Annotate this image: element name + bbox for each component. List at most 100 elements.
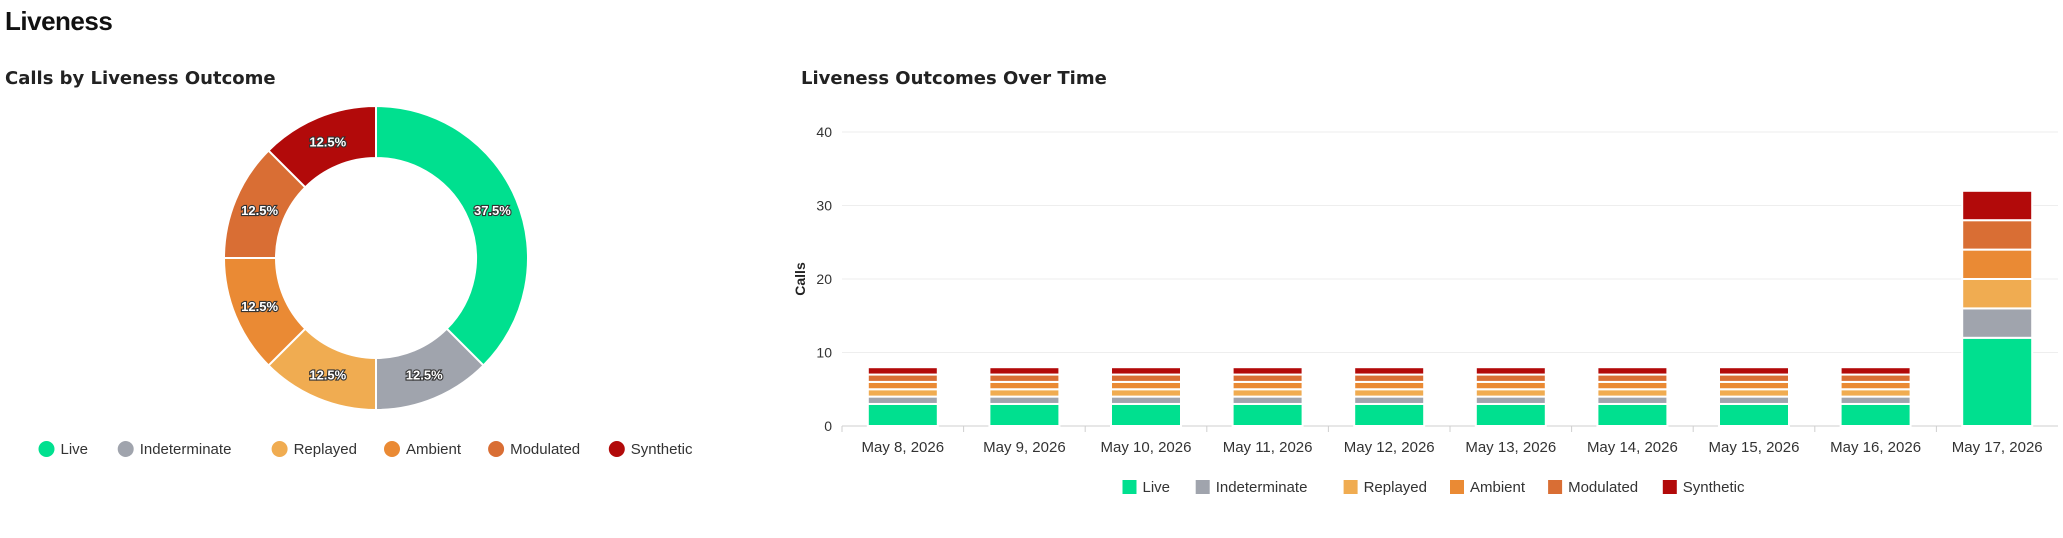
- bar-segment-indeterminate[interactable]: [988, 395, 1061, 405]
- legend-label: Modulated: [1568, 479, 1638, 496]
- legend-marker: [1195, 480, 1210, 494]
- legend-marker: [384, 441, 400, 457]
- legend-label: Synthetic: [1683, 479, 1745, 496]
- bar-segment-indeterminate[interactable]: [1718, 395, 1790, 405]
- bar-segment-synthetic[interactable]: [988, 366, 1061, 376]
- bar-segment-modulated[interactable]: [1474, 373, 1547, 383]
- bar-segment-live[interactable]: [1718, 402, 1790, 428]
- bar-segment-live[interactable]: [1110, 402, 1182, 428]
- x-tick-label: May 14, 2026: [1587, 439, 1678, 456]
- bar-segment-indeterminate[interactable]: [1839, 395, 1912, 405]
- bar-segment-indeterminate[interactable]: [1596, 395, 1669, 405]
- bar-segment-ambient[interactable]: [1596, 380, 1669, 391]
- legend-item-ambient[interactable]: Ambient: [1450, 479, 1526, 496]
- legend-label: Indeterminate: [1216, 479, 1308, 496]
- legend-item-replayed[interactable]: Replayed: [1343, 479, 1427, 496]
- bar-segment-modulated[interactable]: [1718, 373, 1790, 383]
- x-tick-label: May 10, 2026: [1101, 439, 1192, 456]
- bar-segment-modulated[interactable]: [1596, 373, 1669, 383]
- bar-segment-live[interactable]: [1961, 336, 2034, 427]
- bar-segment-ambient[interactable]: [1231, 380, 1304, 391]
- bar-segment-live[interactable]: [1231, 402, 1304, 428]
- bar-segment-replayed[interactable]: [1110, 388, 1182, 398]
- x-tick-label: May 13, 2026: [1465, 439, 1556, 456]
- bar-segment-ambient[interactable]: [1353, 380, 1426, 391]
- donut-slice-synthetic[interactable]: [267, 104, 377, 189]
- bar-segment-modulated[interactable]: [1961, 219, 2034, 251]
- bar-segment-replayed[interactable]: [866, 388, 939, 398]
- legend-item-indeterminate[interactable]: Indeterminate: [1195, 479, 1308, 496]
- bar-segment-synthetic[interactable]: [1718, 366, 1790, 376]
- legend-label: Live: [61, 441, 89, 458]
- bar-segment-synthetic[interactable]: [1231, 366, 1304, 376]
- bar-segment-replayed[interactable]: [1353, 388, 1426, 398]
- bar-segment-synthetic[interactable]: [1474, 366, 1547, 376]
- bar-segment-replayed[interactable]: [1474, 388, 1547, 398]
- bar-segment-indeterminate[interactable]: [1961, 307, 2034, 339]
- bar-segment-replayed[interactable]: [1596, 388, 1669, 398]
- legend-item-synthetic[interactable]: Synthetic: [608, 441, 693, 458]
- bar-segment-ambient[interactable]: [866, 380, 939, 391]
- legend-item-replayed[interactable]: Replayed: [271, 441, 357, 458]
- x-tick-label: May 11, 2026: [1223, 439, 1313, 456]
- y-tick-label: 0: [824, 418, 832, 434]
- bar-segment-live[interactable]: [866, 402, 939, 428]
- legend-label: Replayed: [1364, 479, 1427, 496]
- bar-segment-replayed[interactable]: [1231, 388, 1304, 398]
- legend-item-synthetic[interactable]: Synthetic: [1662, 479, 1745, 496]
- bar-segment-replayed[interactable]: [988, 388, 1061, 398]
- bar-segment-modulated[interactable]: [1353, 373, 1426, 383]
- bar-segment-ambient[interactable]: [988, 380, 1061, 391]
- bar-segment-ambient[interactable]: [1839, 380, 1912, 391]
- bar-segment-ambient[interactable]: [1961, 248, 2034, 281]
- bar-segment-modulated[interactable]: [1110, 373, 1182, 383]
- bar-segment-synthetic[interactable]: [1353, 366, 1426, 376]
- bar-segment-ambient[interactable]: [1110, 380, 1182, 391]
- bar-segment-live[interactable]: [1474, 402, 1547, 428]
- bar-segment-live[interactable]: [1596, 402, 1669, 428]
- bar-segment-modulated[interactable]: [1839, 373, 1912, 383]
- donut-slice-live[interactable]: [375, 104, 529, 367]
- bar-segment-indeterminate[interactable]: [866, 395, 939, 405]
- bar-segment-modulated[interactable]: [1231, 373, 1304, 383]
- x-tick-label: May 8, 2026: [862, 439, 945, 456]
- y-axis-label: Calls: [792, 262, 808, 296]
- x-tick-label: May 17, 2026: [1952, 439, 2043, 456]
- bar-segment-indeterminate[interactable]: [1110, 395, 1182, 405]
- legend-label: Indeterminate: [140, 441, 232, 458]
- legend-item-live[interactable]: Live: [38, 441, 89, 458]
- bar-segment-replayed[interactable]: [1718, 388, 1790, 398]
- bar-segment-ambient[interactable]: [1718, 380, 1790, 391]
- bar-segment-ambient[interactable]: [1474, 380, 1547, 391]
- legend-item-live[interactable]: Live: [1122, 479, 1171, 496]
- bar-segment-indeterminate[interactable]: [1353, 395, 1426, 405]
- bar-segment-synthetic[interactable]: [866, 366, 939, 376]
- bar-segment-live[interactable]: [988, 402, 1061, 428]
- bar-segment-indeterminate[interactable]: [1474, 395, 1547, 405]
- legend-item-modulated[interactable]: Modulated: [488, 441, 580, 458]
- bar-segment-modulated[interactable]: [866, 373, 939, 383]
- bar-segment-synthetic[interactable]: [1110, 366, 1182, 376]
- bar-segment-replayed[interactable]: [1839, 388, 1912, 398]
- legend-label: Replayed: [294, 441, 357, 458]
- x-tick-label: May 15, 2026: [1709, 439, 1800, 456]
- legend-item-ambient[interactable]: Ambient: [384, 441, 462, 458]
- x-tick-label: May 9, 2026: [983, 439, 1066, 456]
- legend-item-modulated[interactable]: Modulated: [1548, 479, 1638, 496]
- bar-segment-replayed[interactable]: [1961, 278, 2034, 310]
- legend-item-indeterminate[interactable]: Indeterminate: [117, 441, 232, 458]
- bar-segment-synthetic[interactable]: [1596, 366, 1669, 376]
- bar-segment-live[interactable]: [1353, 402, 1426, 428]
- legend-marker: [608, 441, 625, 457]
- bar-segment-synthetic[interactable]: [1961, 189, 2034, 222]
- legend-marker: [117, 441, 134, 457]
- legend-label: Modulated: [510, 441, 580, 458]
- legend-marker: [1548, 480, 1563, 494]
- bar-segment-indeterminate[interactable]: [1231, 395, 1304, 405]
- legend-marker: [1343, 480, 1358, 494]
- bar-segment-live[interactable]: [1839, 402, 1912, 428]
- donut-data-label: 12.5%: [406, 367, 443, 382]
- legend-label: Synthetic: [631, 441, 693, 458]
- bar-segment-modulated[interactable]: [988, 373, 1061, 383]
- bar-segment-synthetic[interactable]: [1839, 366, 1912, 376]
